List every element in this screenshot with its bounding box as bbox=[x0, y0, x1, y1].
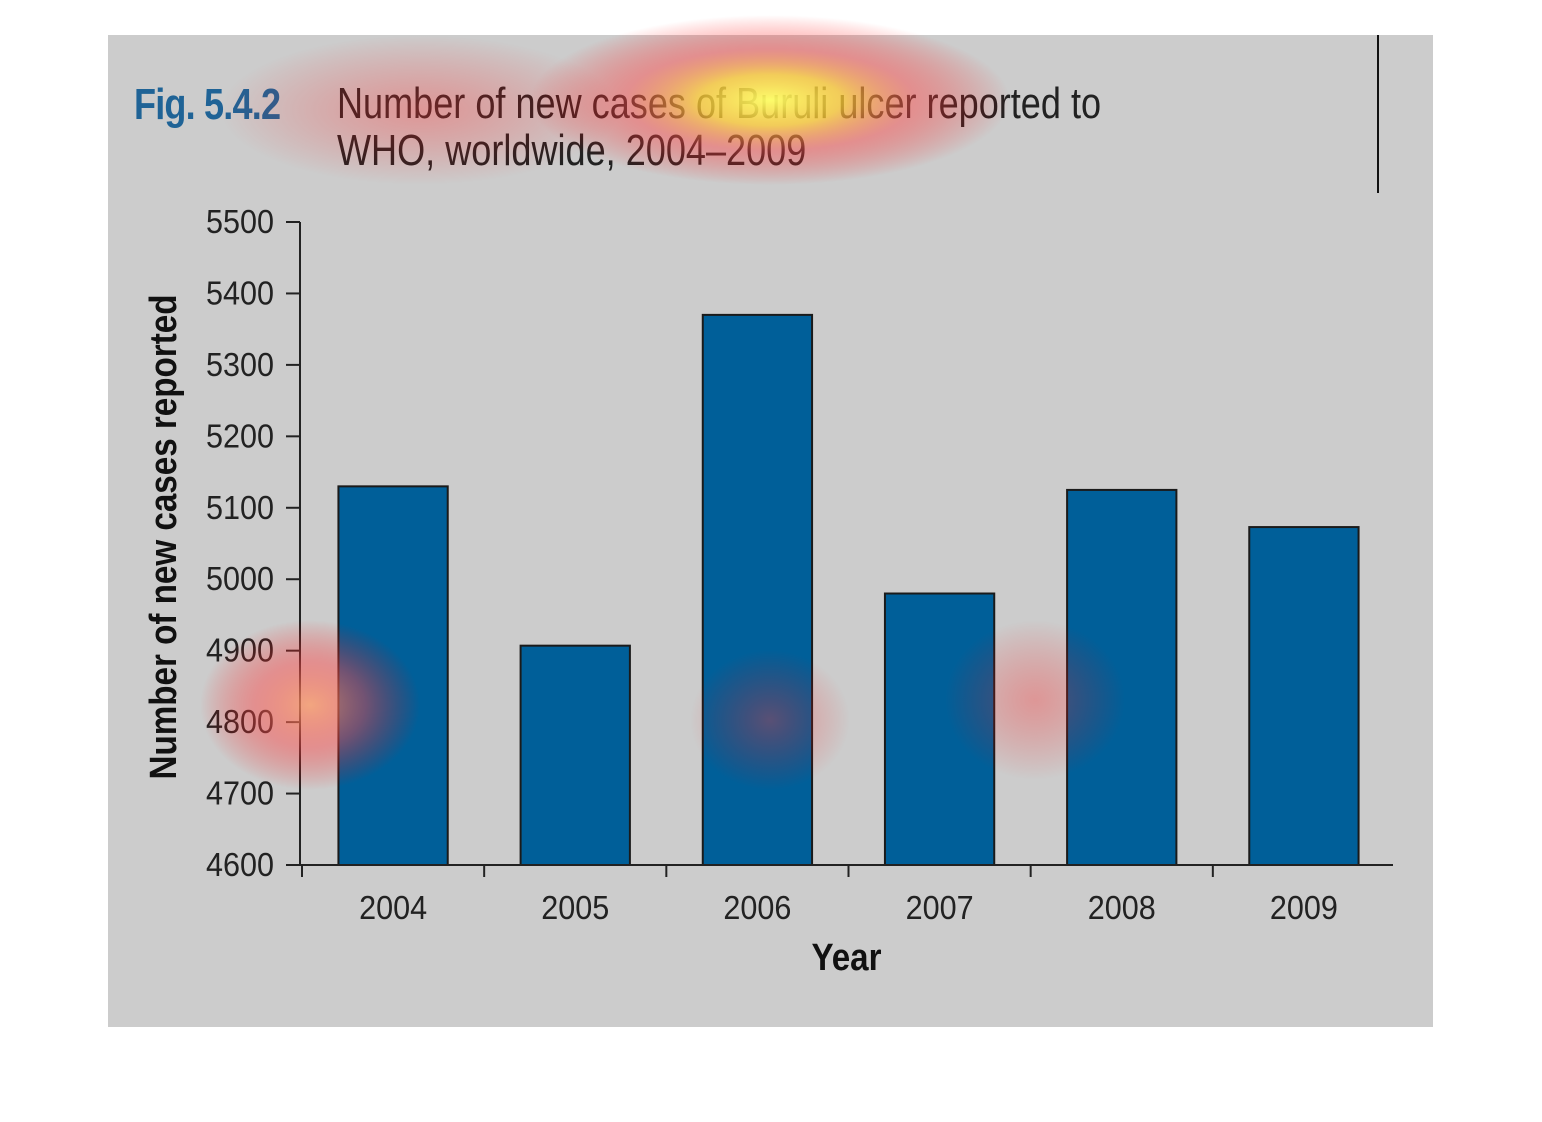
y-tick-label: 5000 bbox=[206, 560, 274, 597]
y-tick-label: 4700 bbox=[206, 775, 274, 812]
y-tick-label: 5200 bbox=[206, 417, 274, 454]
x-tick-label: 2006 bbox=[723, 889, 791, 926]
bar-2005 bbox=[519, 644, 631, 866]
y-tick-label: 5500 bbox=[206, 203, 274, 240]
x-tick-label: 2008 bbox=[1088, 889, 1156, 926]
x-tick-label: 2005 bbox=[541, 889, 609, 926]
x-axis: 2004 2005 2006 2007 2008 2009 bbox=[300, 864, 1393, 926]
y-tick-label: 5400 bbox=[206, 274, 274, 311]
x-tick-label: 2004 bbox=[359, 889, 427, 926]
x-tick-label: 2009 bbox=[1270, 889, 1338, 926]
y-axis: 4600 4700 4800 4900 5000 5100 5200 5300 5400 5500 bbox=[206, 203, 301, 883]
bar-2004 bbox=[337, 485, 449, 866]
y-axis-title: Number of new cases reported bbox=[143, 295, 185, 780]
bars-group bbox=[337, 313, 1360, 866]
bar-2006 bbox=[701, 313, 814, 866]
x-axis-title: Year bbox=[812, 937, 882, 979]
divider-rule bbox=[1377, 35, 1379, 193]
x-tick-label: 2007 bbox=[906, 889, 974, 926]
bar-2008 bbox=[1066, 488, 1178, 866]
y-tick-label: 4900 bbox=[206, 632, 274, 669]
bar-2007 bbox=[883, 592, 996, 866]
y-tick-label: 4600 bbox=[206, 846, 274, 883]
y-tick-label: 5100 bbox=[206, 489, 274, 526]
y-tick-label: 5300 bbox=[206, 346, 274, 383]
y-tick-label: 4800 bbox=[206, 703, 274, 740]
bar-2009 bbox=[1248, 526, 1360, 866]
